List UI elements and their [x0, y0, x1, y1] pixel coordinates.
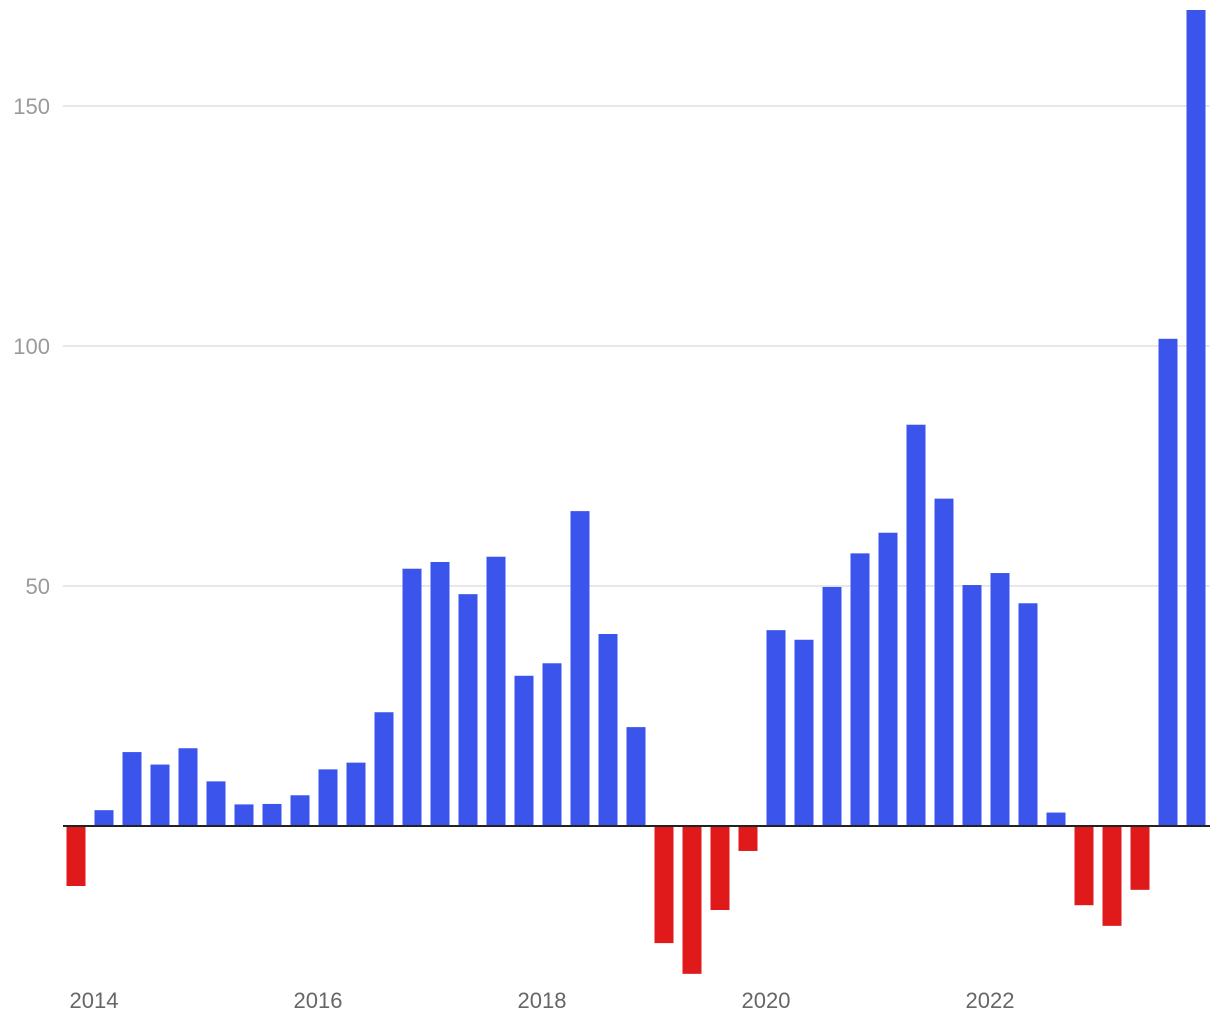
bar-2023-q3: [1158, 338, 1178, 826]
bar-2020-q2: [794, 639, 814, 826]
y-tick-label: 50: [26, 574, 50, 599]
x-tick-label: 2020: [742, 988, 791, 1013]
y-tick-label: 150: [13, 94, 50, 119]
bar-2020-q3: [822, 586, 842, 826]
bar-2020-q4: [850, 553, 870, 826]
x-tick-label: 2014: [70, 988, 119, 1013]
bar-2017-q2: [458, 594, 478, 826]
bar-2021-q4: [962, 585, 982, 826]
gridlines: [63, 105, 1210, 587]
bar-2015-q3: [262, 803, 282, 826]
axes: 50 100 150 2014 2016 2018 2020 2022: [13, 94, 1210, 1013]
bar-2018-q2: [570, 511, 590, 826]
bar-2017-q1: [430, 562, 450, 826]
bar-2014-q1: [94, 810, 114, 826]
bar-2014-q2: [122, 752, 142, 826]
bar-2022-q3: [1046, 812, 1066, 826]
bar-2019-q2: [682, 826, 702, 974]
bar-2013-q4: [66, 826, 86, 886]
bar-2017-q4: [514, 675, 534, 826]
bar-2022-q2: [1018, 603, 1038, 826]
x-tick-label: 2018: [518, 988, 567, 1013]
bar-2017-q3: [486, 556, 506, 826]
bar-2018-q4: [626, 727, 646, 826]
bar-2019-q4: [738, 826, 758, 851]
bar-2016-q3: [374, 712, 394, 826]
bar-2021-q3: [934, 498, 954, 826]
bar-2015-q1: [206, 781, 226, 826]
bar-2022-q4: [1074, 826, 1094, 906]
bar-2021-q2: [906, 424, 926, 826]
bar-2019-q1: [654, 826, 674, 944]
bar-2018-q1: [542, 663, 562, 826]
bar-2014-q3: [150, 764, 170, 826]
bar-2023-q2: [1130, 826, 1150, 890]
bar-2016-q2: [346, 762, 366, 826]
bar-2022-q1: [990, 573, 1010, 826]
bar-2016-q1: [318, 769, 338, 826]
bar-2018-q3: [598, 634, 618, 826]
bar-2016-q4: [402, 568, 422, 826]
x-tick-label: 2022: [966, 988, 1015, 1013]
bar-2021-q1: [878, 532, 898, 826]
bar-2019-q3: [710, 826, 730, 910]
bars: [66, 10, 1206, 974]
bar-2014-q4: [178, 748, 198, 826]
x-tick-label: 2016: [294, 988, 343, 1013]
bar-2020-q1: [766, 630, 786, 826]
y-tick-label: 100: [13, 334, 50, 359]
bar-2015-q4: [290, 795, 310, 826]
bar-2023-q4: [1186, 10, 1206, 826]
bar-2015-q2: [234, 804, 254, 826]
bar-2023-q1: [1102, 826, 1122, 926]
